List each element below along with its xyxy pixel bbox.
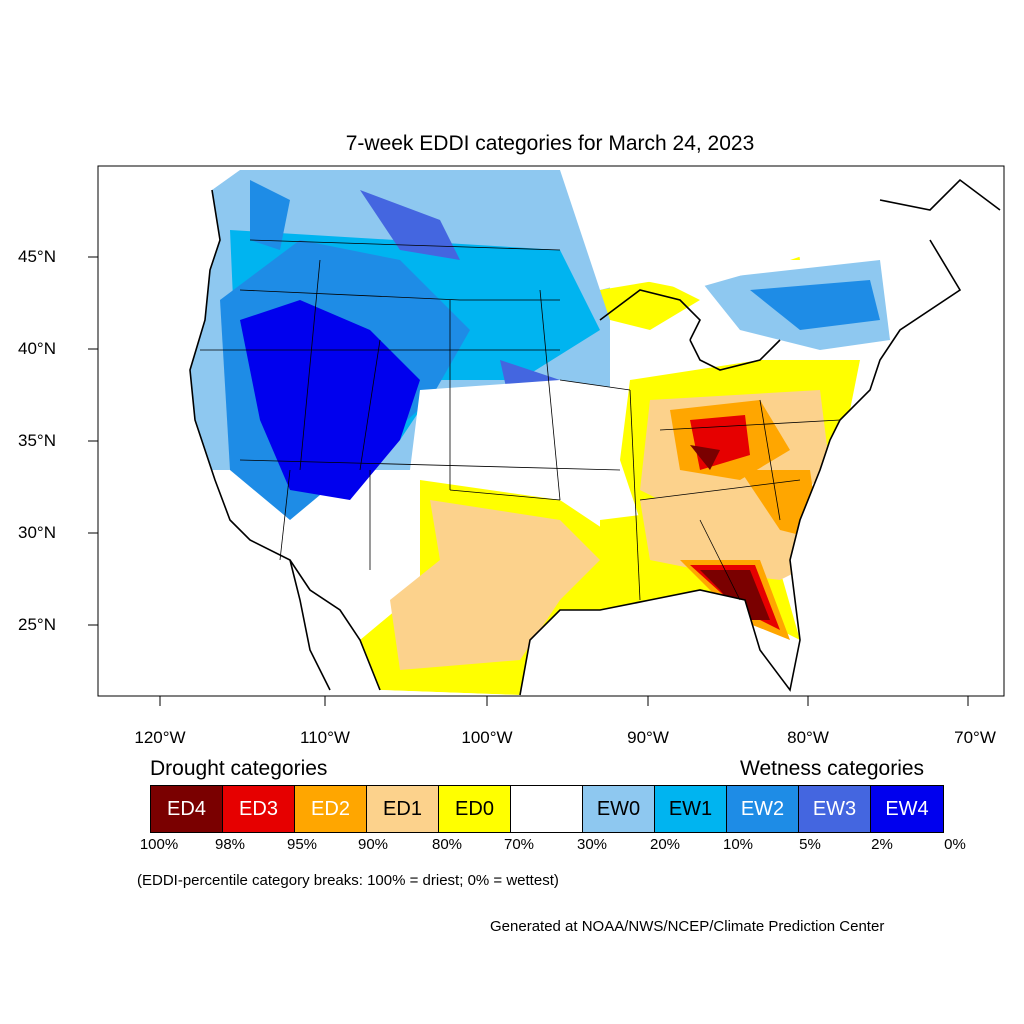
break-label: 70%	[503, 836, 535, 853]
legend-box-ew3: EW3	[799, 786, 871, 832]
break-label: 0%	[944, 836, 966, 853]
lon-label-90w: 90°W	[627, 728, 669, 747]
break-label: 80%	[431, 836, 463, 853]
legend-box-ed1: ED1	[367, 786, 439, 832]
category-note: (EDDI-percentile category breaks: 100% =…	[137, 872, 559, 889]
coastlines	[189, 178, 1001, 696]
legend-box-ed4: ED4	[151, 786, 223, 832]
break-label: 20%	[649, 836, 681, 853]
legend-box-ew0: EW0	[583, 786, 655, 832]
break-label: 10%	[722, 836, 754, 853]
lon-label-110w: 110°W	[300, 728, 350, 747]
lat-label-40n: 40°N	[18, 339, 56, 358]
lon-label-80w: 80°W	[787, 728, 829, 747]
map-title: 7-week EDDI categories for March 24, 202…	[345, 132, 755, 155]
break-label: 2%	[871, 836, 893, 853]
lon-label-100w: 100°W	[461, 728, 513, 747]
credit-line: Generated at NOAA/NWS/NCEP/Climate Predi…	[490, 918, 885, 935]
break-label: 100%	[139, 836, 179, 853]
legend-box-ew1: EW1	[655, 786, 727, 832]
lon-label-70w: 70°W	[954, 728, 996, 747]
lon-label-120w: 120°W	[134, 728, 186, 747]
legend-box-ew2: EW2	[727, 786, 799, 832]
category-legend: ED4 ED3 ED2 ED1 ED0 EW0 EW1 EW2 EW3 EW4	[150, 785, 944, 833]
break-label: 95%	[286, 836, 318, 853]
break-label: 30%	[576, 836, 608, 853]
break-label: 5%	[799, 836, 821, 853]
legend-box-normal	[511, 786, 583, 832]
lat-label-35n: 35°N	[18, 431, 56, 450]
legend-box-ew4: EW4	[871, 786, 943, 832]
lat-label-45n: 45°N	[18, 247, 56, 266]
lat-label-25n: 25°N	[18, 615, 56, 634]
drought-heading: Drought categories	[150, 757, 328, 780]
legend-box-ed3: ED3	[223, 786, 295, 832]
break-label: 90%	[357, 836, 389, 853]
break-label: 98%	[214, 836, 246, 853]
wetness-heading: Wetness categories	[740, 757, 925, 780]
legend-box-ed2: ED2	[295, 786, 367, 832]
legend-box-ed0: ED0	[439, 786, 511, 832]
state-borders	[200, 239, 841, 601]
lat-label-30n: 30°N	[18, 523, 56, 542]
